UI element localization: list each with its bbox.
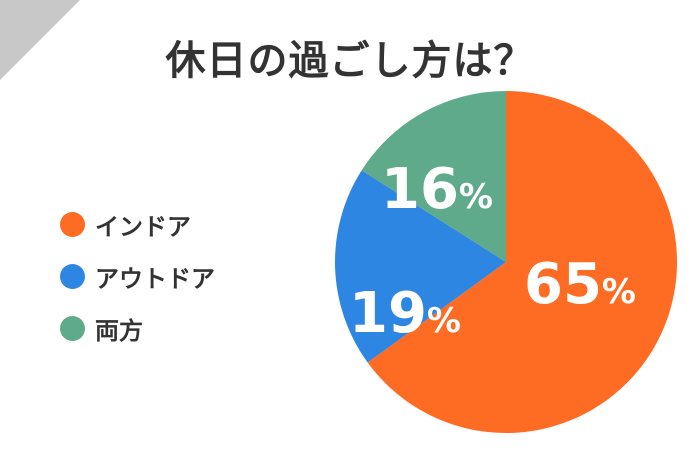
data-label: 19% <box>349 281 461 346</box>
pie-slice-2 <box>335 170 506 363</box>
legend-item: インドア <box>60 198 215 250</box>
legend-swatch <box>60 263 85 289</box>
legend-label: 両方 <box>95 316 143 345</box>
legend-item: アウトドア <box>60 250 215 302</box>
legend-item: 両方 <box>60 302 215 354</box>
corner-decoration <box>0 0 80 80</box>
legend-label: インドア <box>95 212 191 241</box>
legend: インドア アウトドア 両方 <box>60 198 215 354</box>
legend-label: アウトドア <box>95 264 215 293</box>
pie-slice-1 <box>367 91 677 434</box>
data-label: 65% <box>524 252 636 317</box>
data-label: 16% <box>381 157 493 222</box>
legend-swatch <box>60 315 85 341</box>
chart-title: 休日の過ごし方は？ <box>165 38 535 84</box>
pie-slice-3 <box>361 91 506 262</box>
legend-swatch <box>60 211 85 237</box>
